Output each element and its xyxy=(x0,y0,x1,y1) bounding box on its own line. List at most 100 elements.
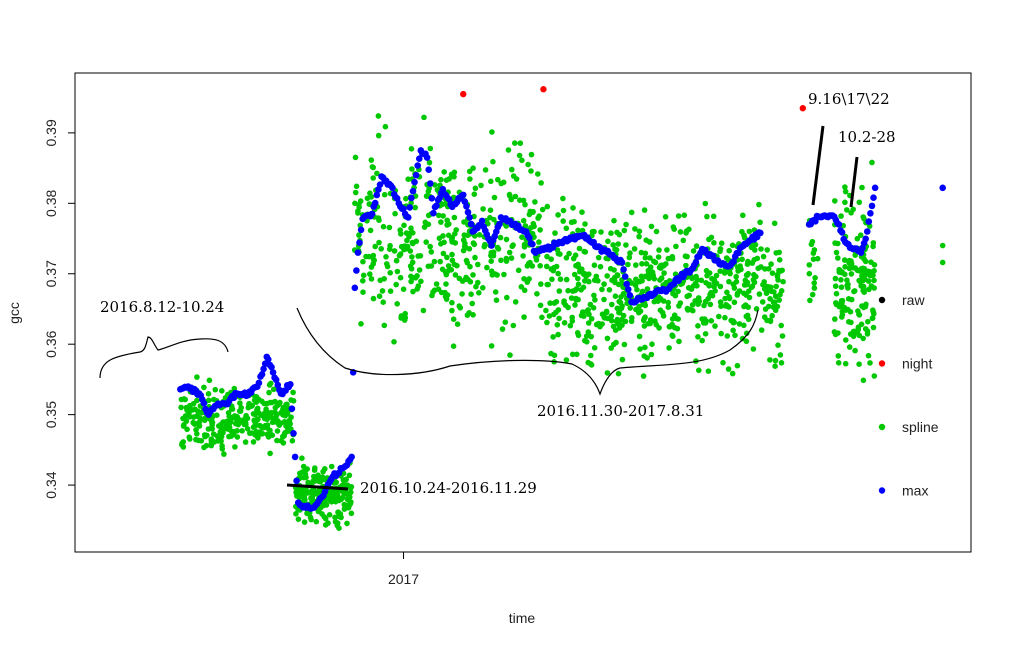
spline-point xyxy=(246,400,252,407)
spline-point xyxy=(590,305,597,311)
spline-point xyxy=(467,176,473,182)
spline-point xyxy=(639,261,645,267)
spline-point xyxy=(754,255,761,262)
spline-point xyxy=(420,307,427,314)
spline-point xyxy=(591,262,598,269)
spline-point xyxy=(421,114,427,121)
spline-point xyxy=(560,218,566,224)
spline-point xyxy=(732,332,738,339)
spline-point xyxy=(472,185,479,192)
spline-point xyxy=(487,207,494,213)
spline-point xyxy=(616,309,622,316)
max-point xyxy=(865,218,873,225)
spline-point xyxy=(394,268,401,275)
spline-point xyxy=(250,411,257,417)
spline-point xyxy=(530,220,537,227)
spline-point xyxy=(573,295,579,302)
max-point xyxy=(529,240,536,248)
spline-point xyxy=(370,261,377,267)
spline-point xyxy=(255,410,262,416)
max-point xyxy=(838,229,846,236)
spline-point xyxy=(608,230,614,236)
spline-point xyxy=(676,338,682,345)
spline-point xyxy=(547,300,553,306)
spline-point xyxy=(386,224,393,231)
spline-point xyxy=(621,341,628,348)
spline-point xyxy=(716,313,722,320)
spline-point xyxy=(370,164,377,171)
spline-point xyxy=(718,303,724,310)
spline-point xyxy=(647,255,653,261)
spline-point xyxy=(489,129,495,135)
spline-point xyxy=(705,368,712,375)
spline-point xyxy=(614,305,621,312)
spline-point xyxy=(205,391,212,397)
spline-point xyxy=(571,271,578,278)
spline-point xyxy=(773,283,779,290)
spline-point xyxy=(343,491,350,497)
spline-point xyxy=(772,357,779,364)
spline-point xyxy=(620,312,627,319)
spline-point xyxy=(264,431,271,438)
spline-point xyxy=(368,276,375,282)
spline-point xyxy=(290,389,296,396)
spline-point xyxy=(852,252,858,258)
spline-point xyxy=(610,242,616,248)
spline-point xyxy=(637,346,643,352)
spline-point xyxy=(811,280,817,286)
spline-point xyxy=(257,423,264,430)
spline-point xyxy=(755,265,761,272)
spline-point xyxy=(478,182,484,189)
spline-point xyxy=(459,278,466,284)
spline-point xyxy=(181,422,187,428)
spline-point xyxy=(312,465,318,471)
spline-point xyxy=(452,272,459,278)
max-point xyxy=(463,203,470,210)
spline-point xyxy=(521,244,528,250)
spline-point xyxy=(493,297,500,304)
spline-point xyxy=(776,257,783,263)
spline-point xyxy=(322,515,329,522)
spline-point xyxy=(539,206,546,213)
spline-point xyxy=(842,264,848,270)
spline-point xyxy=(569,314,575,321)
spline-point xyxy=(445,263,452,269)
max-point xyxy=(371,199,379,207)
spline-point xyxy=(565,304,571,311)
spline-point xyxy=(208,436,215,443)
spline-point xyxy=(611,278,618,284)
spline-point xyxy=(488,178,494,185)
spline-point xyxy=(194,413,200,419)
spline-point xyxy=(480,206,486,212)
spline-point xyxy=(636,233,642,240)
spline-point xyxy=(689,302,696,308)
spline-point xyxy=(509,166,515,173)
spline-point xyxy=(416,267,423,273)
spline-point xyxy=(251,397,258,404)
spline-point xyxy=(591,345,598,351)
max-point xyxy=(348,453,355,461)
max-point xyxy=(287,381,294,388)
spline-point xyxy=(740,212,746,219)
max-point xyxy=(354,249,362,256)
spline-point xyxy=(520,253,526,259)
spline-point xyxy=(864,331,871,337)
spline-point xyxy=(553,299,560,305)
spline-point xyxy=(492,289,499,295)
max-point xyxy=(351,284,359,292)
spline-point xyxy=(814,255,821,262)
spline-point xyxy=(759,299,766,305)
x-tick-label: 2017 xyxy=(388,571,419,587)
spline-point xyxy=(480,285,486,291)
spline-point xyxy=(470,312,476,318)
spline-point xyxy=(848,296,855,303)
spline-point xyxy=(720,359,726,366)
spline-point xyxy=(467,279,474,285)
spline-point xyxy=(299,455,305,462)
spline-point xyxy=(397,274,404,281)
spline-point xyxy=(274,428,281,434)
spline-point xyxy=(194,374,200,380)
spline-point xyxy=(532,199,538,205)
spline-point xyxy=(644,355,650,361)
brace-2016-nov-2017-aug xyxy=(296,307,759,396)
